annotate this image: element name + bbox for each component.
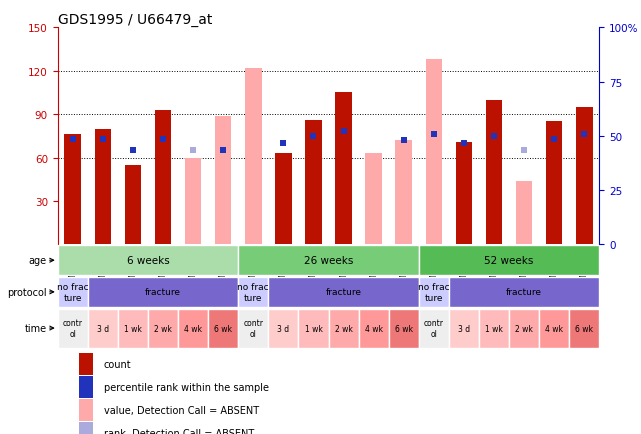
Bar (269, 309, 299, 348)
Text: no frac
ture: no frac ture (418, 283, 449, 302)
Bar (79, 353, 93, 375)
Text: 52 weeks: 52 weeks (485, 256, 534, 266)
Bar (79, 376, 93, 398)
Bar (238, 309, 269, 348)
Bar (388, 309, 419, 348)
Text: percentile rank within the sample: percentile rank within the sample (104, 382, 269, 392)
Text: 3 d: 3 d (458, 324, 470, 333)
Bar (479, 309, 509, 348)
Bar (65, 135, 81, 245)
Bar (238, 246, 419, 276)
Bar (419, 246, 599, 276)
Text: 3 d: 3 d (278, 324, 290, 333)
Text: 2 wk: 2 wk (154, 324, 172, 333)
Text: 6 weeks: 6 weeks (126, 256, 169, 266)
Text: 4 wk: 4 wk (365, 324, 383, 333)
Bar (215, 116, 231, 245)
Bar (299, 309, 328, 348)
Text: fracture: fracture (326, 288, 362, 297)
Text: 6 wk: 6 wk (575, 324, 594, 333)
Bar (269, 277, 419, 307)
Bar (576, 108, 592, 245)
Text: 26 weeks: 26 weeks (304, 256, 353, 266)
Bar (569, 309, 599, 348)
Bar (358, 309, 388, 348)
Text: GDS1995 / U66479_at: GDS1995 / U66479_at (58, 13, 212, 27)
Bar (88, 309, 118, 348)
Text: 1 wk: 1 wk (304, 324, 322, 333)
Text: no frac
ture: no frac ture (57, 283, 88, 302)
Bar (79, 422, 93, 434)
Bar (335, 93, 352, 245)
Bar (419, 309, 449, 348)
Bar (154, 111, 171, 245)
Bar (124, 165, 141, 245)
Text: 4 wk: 4 wk (545, 324, 563, 333)
Bar (275, 154, 292, 245)
Text: 3 d: 3 d (97, 324, 109, 333)
Bar (449, 309, 479, 348)
Bar (95, 129, 111, 245)
Text: value, Detection Call = ABSENT: value, Detection Call = ABSENT (104, 405, 259, 415)
Text: 2 wk: 2 wk (335, 324, 353, 333)
Text: 1 wk: 1 wk (124, 324, 142, 333)
Bar (419, 277, 449, 307)
Text: contr
ol: contr ol (424, 319, 444, 338)
Text: fracture: fracture (506, 288, 542, 297)
Bar (365, 154, 382, 245)
Bar (58, 309, 88, 348)
Bar (185, 158, 201, 245)
Bar (88, 277, 238, 307)
Text: 2 wk: 2 wk (515, 324, 533, 333)
Bar (456, 142, 472, 245)
Text: protocol: protocol (7, 287, 47, 297)
Text: 6 wk: 6 wk (395, 324, 413, 333)
Bar (245, 69, 262, 245)
Text: count: count (104, 359, 131, 369)
Text: rank, Detection Call = ABSENT: rank, Detection Call = ABSENT (104, 428, 254, 434)
Bar (328, 309, 358, 348)
Bar (58, 246, 238, 276)
Bar (426, 60, 442, 245)
Text: no frac
ture: no frac ture (237, 283, 269, 302)
Text: age: age (29, 256, 47, 266)
Text: 1 wk: 1 wk (485, 324, 503, 333)
Bar (305, 121, 322, 245)
Text: time: time (25, 323, 47, 333)
Bar (449, 277, 599, 307)
Bar (208, 309, 238, 348)
Bar (516, 181, 533, 245)
Bar (178, 309, 208, 348)
Bar (546, 122, 562, 245)
Bar (79, 399, 93, 421)
Bar (509, 309, 539, 348)
Bar (118, 309, 148, 348)
Text: contr
ol: contr ol (244, 319, 263, 338)
Bar (395, 141, 412, 245)
Bar (58, 277, 88, 307)
Bar (238, 277, 269, 307)
Bar (539, 309, 569, 348)
Text: 6 wk: 6 wk (214, 324, 232, 333)
Bar (486, 100, 503, 245)
Bar (148, 309, 178, 348)
Text: fracture: fracture (145, 288, 181, 297)
Text: 4 wk: 4 wk (184, 324, 202, 333)
Text: contr
ol: contr ol (63, 319, 83, 338)
